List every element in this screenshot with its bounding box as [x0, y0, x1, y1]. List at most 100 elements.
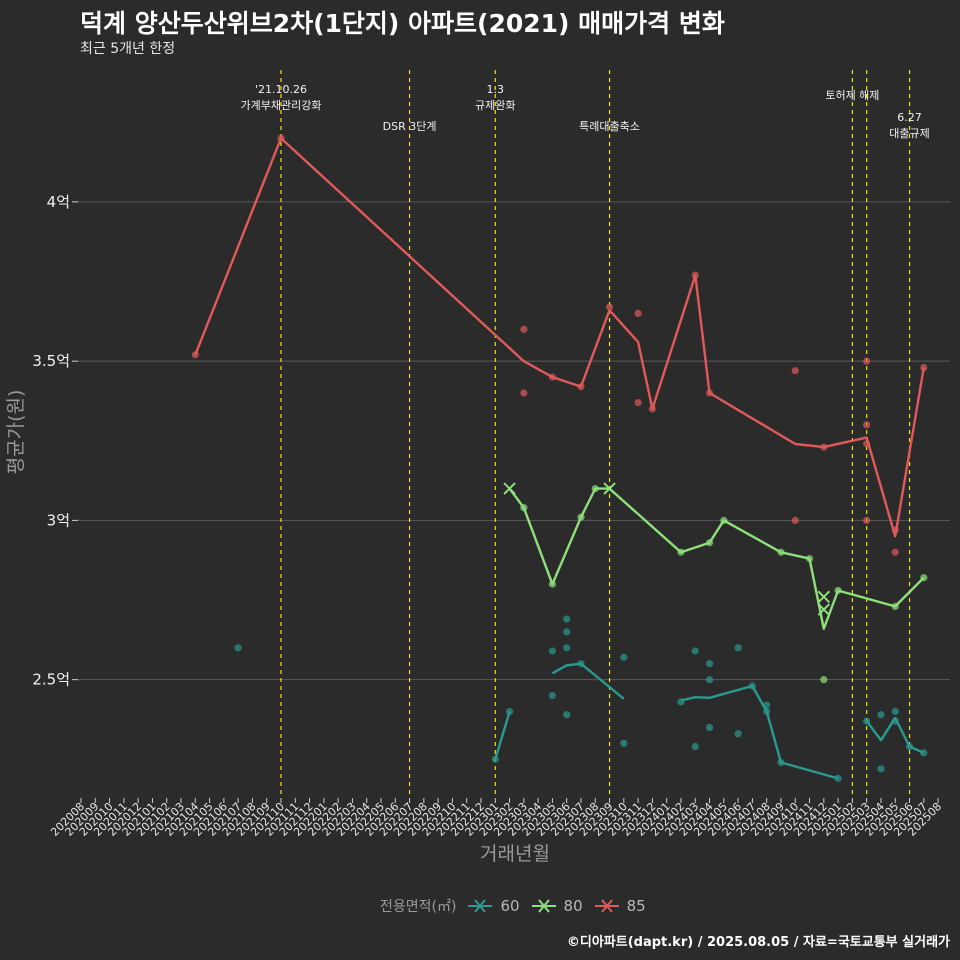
cross-marker-80 — [503, 482, 516, 495]
gridlines — [78, 201, 950, 681]
data-point-80 — [677, 548, 685, 556]
data-point-60 — [491, 755, 499, 763]
data-point-85 — [548, 373, 557, 381]
data-point-80 — [591, 484, 599, 493]
legend-key-80 — [531, 899, 556, 913]
data-point-80 — [891, 602, 899, 610]
event-annotation: 규제완화 — [475, 99, 515, 112]
data-point-85 — [520, 389, 528, 397]
event-annotation: 토허제 해제 — [825, 88, 879, 102]
series-line-60 — [680, 684, 839, 780]
legend-label-85: 85 — [626, 897, 646, 915]
y-tick-label: 3억 — [47, 511, 70, 529]
series-line-80 — [508, 487, 925, 630]
data-point-85 — [577, 383, 585, 391]
data-point-60 — [505, 707, 514, 716]
event-annotation: 1.3 — [487, 83, 505, 96]
data-point-60 — [705, 676, 714, 684]
data-point-60 — [577, 660, 585, 668]
cross-marker-80 — [817, 590, 831, 604]
data-point-80 — [820, 676, 828, 684]
data-point-85 — [791, 367, 799, 375]
axes: 2.5억3억3.5억4억2020082020092020102020112020… — [32, 193, 944, 839]
event-annotation: 특례대출축소 — [579, 120, 640, 133]
legend-item-85: 85 — [593, 896, 646, 916]
cross-marker-80 — [603, 482, 616, 495]
data-point-60 — [563, 711, 571, 719]
data-point-60 — [563, 628, 571, 636]
data-point-80 — [720, 516, 728, 525]
data-point-80 — [577, 513, 585, 521]
data-point-85 — [691, 271, 699, 279]
series-lines — [194, 137, 925, 780]
data-point-85 — [891, 526, 899, 534]
data-point-85 — [920, 363, 928, 372]
data-point-80 — [920, 574, 928, 582]
data-point-80 — [548, 580, 557, 588]
cross-marker-80 — [817, 603, 831, 616]
data-point-60 — [891, 707, 899, 716]
series-line-60 — [494, 711, 511, 760]
data-point-85 — [520, 325, 528, 333]
data-point-60 — [891, 717, 899, 725]
event-annotation: '21.10.26 — [255, 83, 307, 96]
series-line-85 — [194, 137, 925, 538]
y-tick-label: 2.5억 — [32, 671, 70, 689]
source-credit: ©디아파트(dapt.kr) / 2025.08.05 / 자료=국토교통부 실… — [566, 935, 950, 950]
data-point-60 — [620, 739, 628, 747]
data-point-60 — [734, 644, 742, 652]
data-point-60 — [691, 647, 699, 655]
data-point-60 — [677, 698, 685, 706]
data-point-85 — [634, 309, 642, 317]
legend-label-60: 60 — [500, 897, 520, 915]
data-point-85 — [277, 134, 285, 142]
data-point-60 — [920, 749, 928, 757]
data-point-85 — [705, 389, 714, 397]
data-point-60 — [763, 707, 771, 716]
data-point-85 — [863, 357, 871, 365]
data-point-60 — [734, 730, 742, 738]
y-axis-title: 평균가(원) — [5, 390, 27, 475]
data-point-60 — [863, 717, 871, 725]
legend-key-60 — [468, 899, 493, 913]
data-point-60 — [763, 701, 771, 709]
data-point-60 — [748, 682, 756, 690]
data-point-85 — [634, 398, 642, 407]
data-point-60 — [620, 653, 628, 661]
data-point-85 — [891, 548, 899, 556]
data-point-80 — [777, 548, 785, 556]
y-tick-label: 4억 — [47, 193, 70, 211]
data-point-60 — [905, 742, 914, 751]
data-point-85 — [863, 440, 871, 448]
event-annotation: 가계부채관리강화 — [241, 99, 322, 112]
data-point-85 — [863, 421, 871, 429]
data-point-80 — [705, 539, 714, 547]
event-annotation: 6.27 — [897, 111, 922, 124]
data-point-60 — [705, 723, 714, 732]
event-annotation: 대출규제 — [889, 127, 929, 140]
legend-item-80: 80 — [530, 896, 583, 916]
chart-title: 덕계 양산두산위브2차(1단지) 아파트(2021) 매매가격 변화 — [80, 9, 725, 38]
data-point-60 — [563, 644, 571, 652]
data-point-60 — [877, 765, 885, 773]
data-point-60 — [234, 644, 242, 652]
y-tick-label: 3.5억 — [32, 352, 70, 370]
legend-item-60: 60 — [466, 896, 520, 916]
data-point-60 — [877, 711, 885, 719]
data-point-60 — [563, 615, 571, 623]
data-point-60 — [834, 774, 842, 782]
chart-subtitle: 최근 5개년 한정 — [80, 41, 176, 57]
data-point-60 — [548, 691, 557, 700]
legend: 전용면적(㎡) 60 80 85 — [380, 896, 646, 916]
event-annotation: DSR 3단계 — [383, 120, 437, 133]
series-line-60 — [551, 662, 625, 700]
data-point-85 — [648, 405, 657, 413]
legend-key-85 — [594, 899, 619, 913]
legend-label-80: 80 — [563, 897, 583, 915]
data-point-85 — [820, 443, 828, 451]
data-point-85 — [605, 303, 614, 311]
data-points — [191, 134, 928, 782]
data-point-80 — [520, 504, 528, 512]
legend-title: 전용면적(㎡) — [380, 899, 457, 915]
